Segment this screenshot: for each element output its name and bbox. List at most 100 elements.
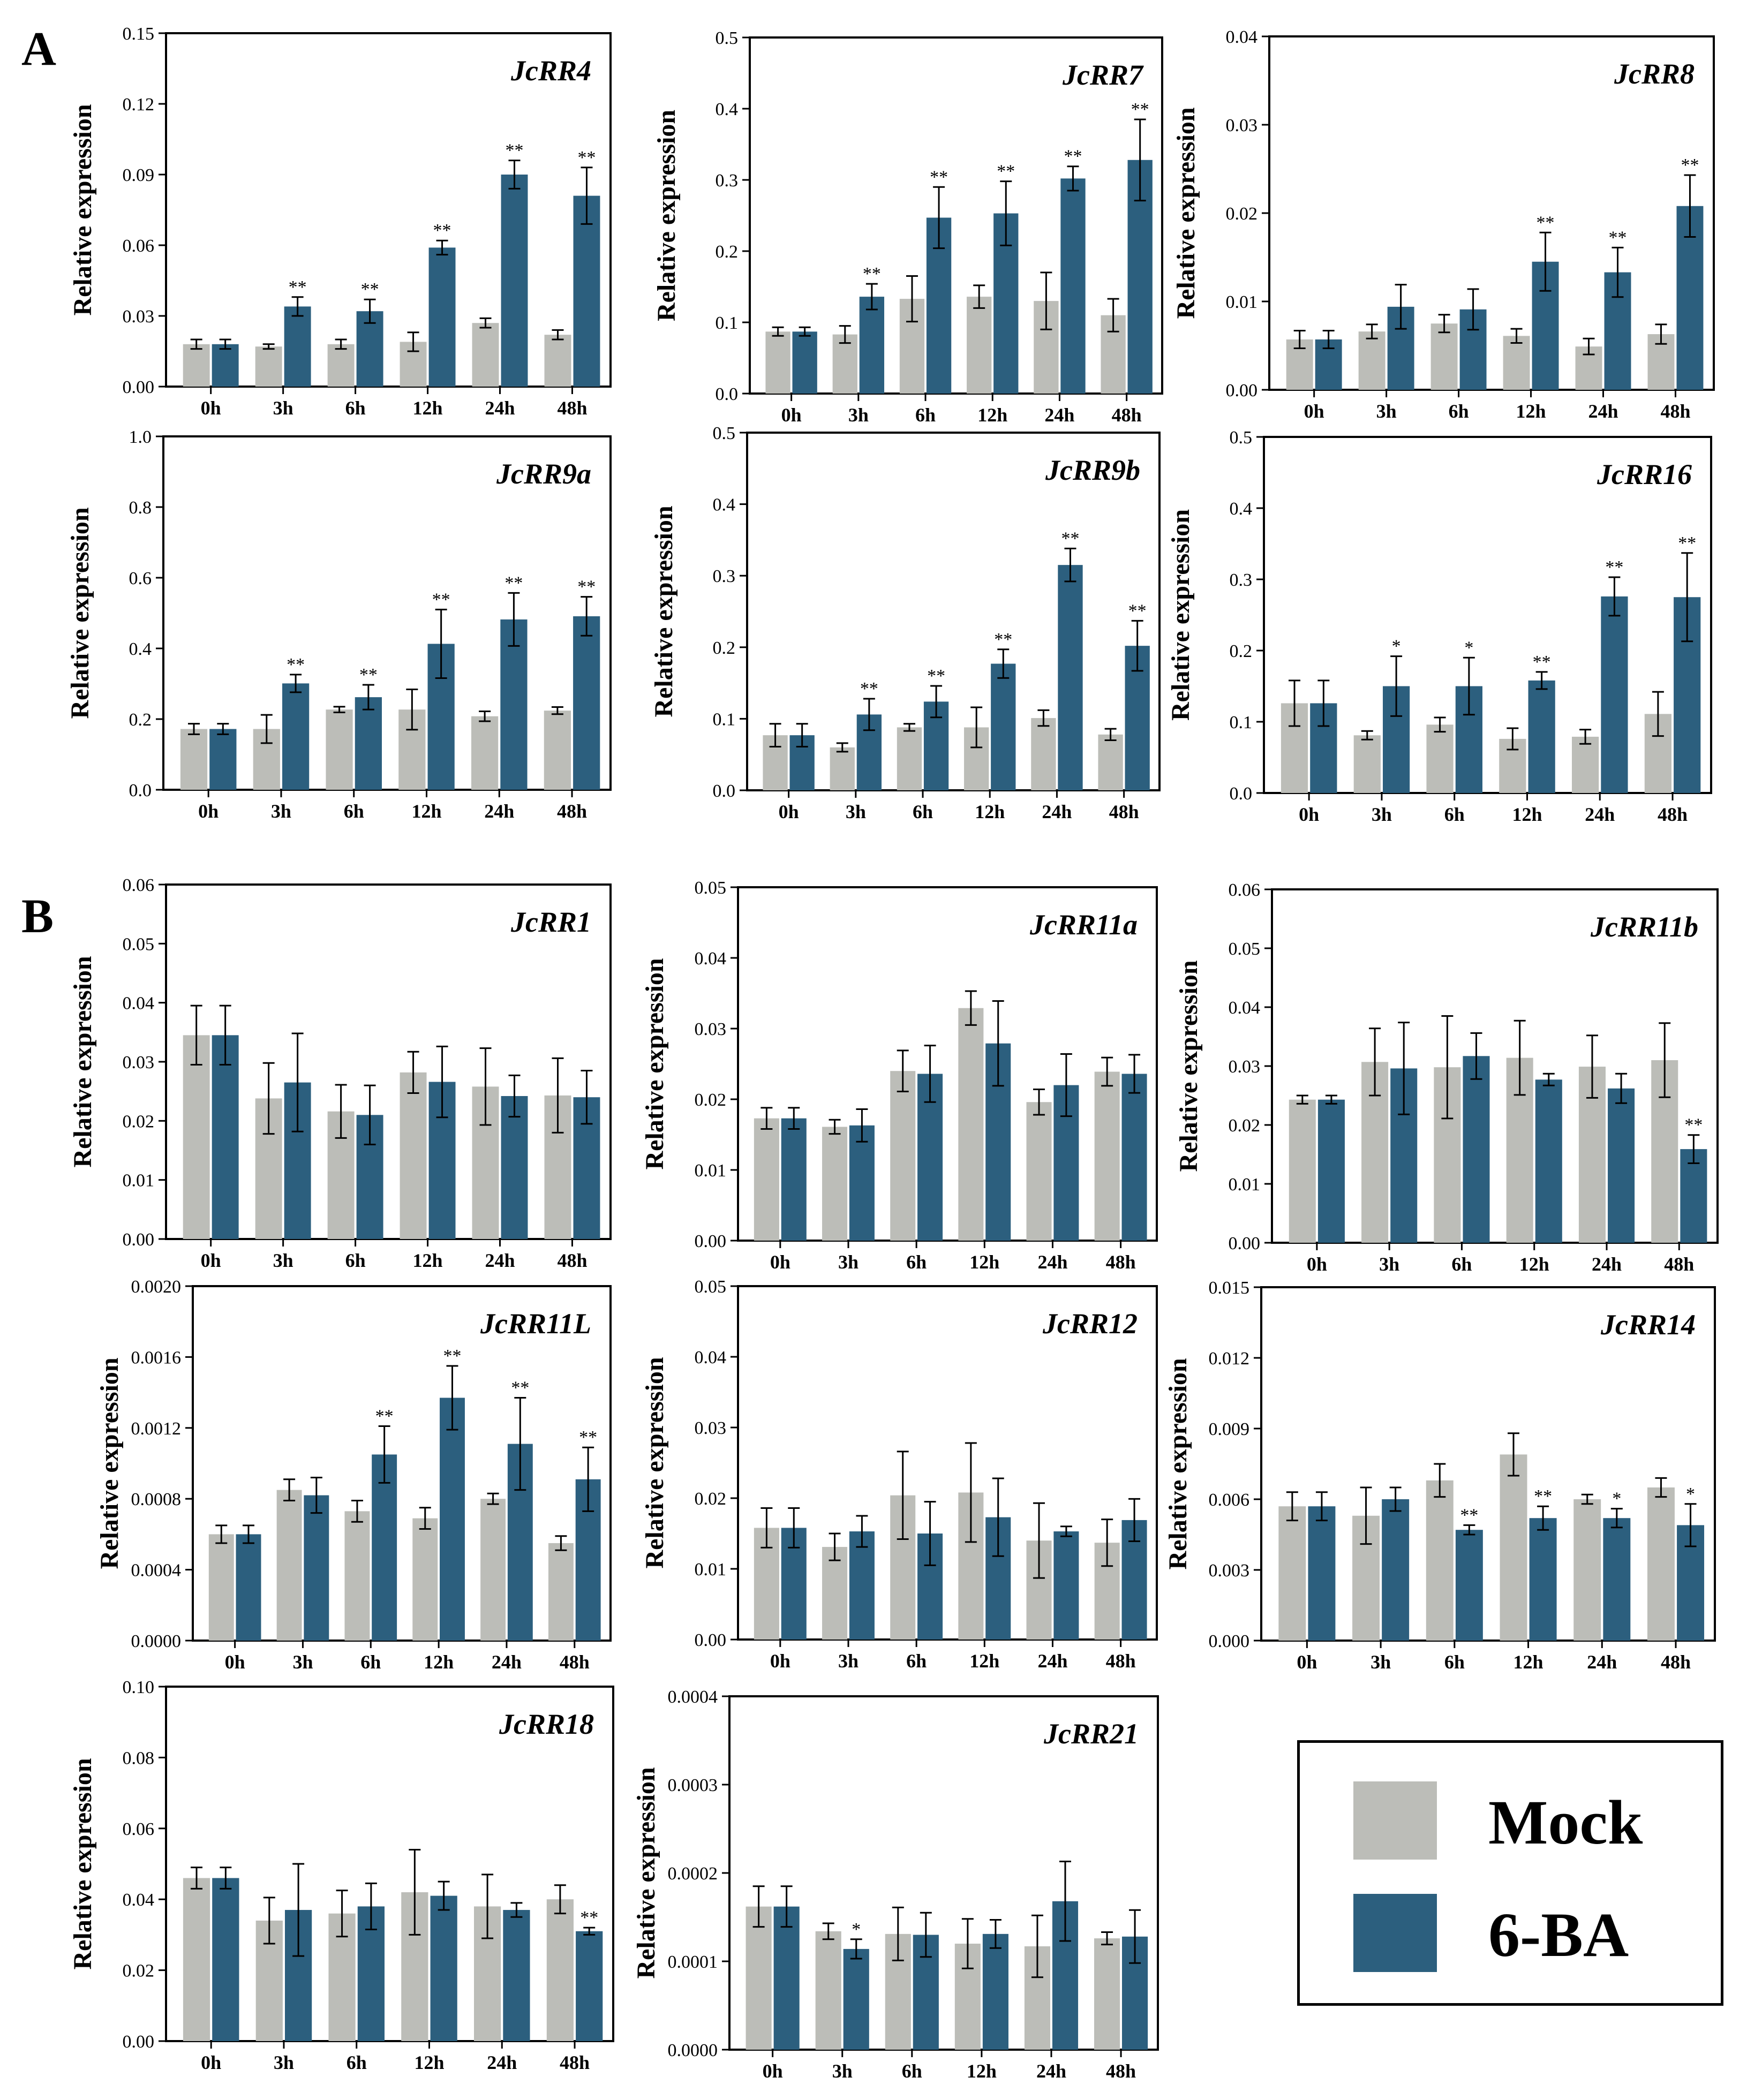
y-tick-label: 0.06: [123, 1819, 155, 1839]
x-tick-label: 24h: [485, 1250, 515, 1271]
y-tick-label: 0.10: [123, 1678, 155, 1697]
bar-6ba-12h: [982, 1933, 1008, 2050]
y-axis-label: Relative expression: [1164, 1358, 1192, 1569]
y-tick-label: 0.01: [1229, 1175, 1261, 1195]
significance-marker: **: [432, 590, 450, 609]
bar-6ba-6h: [372, 1454, 397, 1641]
bar-mock-48h: [544, 711, 571, 790]
x-tick-label: 12h: [424, 1651, 454, 1673]
y-tick-label: 0.006: [1209, 1490, 1250, 1510]
chart-title: JcRR11L: [480, 1308, 591, 1340]
chart-title: JcRR12: [1042, 1308, 1138, 1340]
legend: Mock 6-BA: [1297, 1740, 1723, 2006]
legend-label-treated: 6-BA: [1488, 1900, 1629, 1970]
x-tick-label: 48h: [1661, 1651, 1691, 1673]
bar-6ba-3h: [284, 306, 311, 387]
significance-marker: **: [579, 1427, 597, 1447]
bar-6ba-24h: [1058, 565, 1083, 790]
x-tick-label: 12h: [969, 1251, 999, 1273]
x-tick-label: 48h: [1664, 1253, 1694, 1275]
significance-marker: **: [860, 679, 878, 699]
y-tick-label: 0.3: [716, 171, 739, 191]
y-tick-label: 0.04: [1226, 27, 1258, 47]
bar-mock-0h: [1278, 1506, 1306, 1641]
bar-mock-3h: [276, 1490, 302, 1641]
y-tick-label: 0.0: [1230, 784, 1253, 804]
y-axis-label: Relative expression: [650, 505, 678, 717]
bar-6ba-0h: [212, 1878, 239, 2041]
bar-6ba-24h: [1608, 1088, 1635, 1243]
bar-6ba-24h: [1060, 178, 1086, 394]
significance-marker: **: [1609, 228, 1627, 247]
bar-mock-6h: [1426, 724, 1454, 793]
x-tick-label: 3h: [832, 2060, 853, 2082]
bar-6ba-12h: [1528, 680, 1555, 793]
significance-marker: **: [1128, 601, 1147, 621]
bar-mock-12h: [1500, 1454, 1527, 1641]
x-tick-label: 24h: [484, 800, 514, 822]
x-tick-label: 48h: [1106, 1650, 1136, 1672]
bar-mock-24h: [471, 716, 499, 790]
x-tick-label: 48h: [1109, 801, 1139, 822]
x-tick-label: 12h: [1516, 401, 1546, 422]
y-tick-label: 0.02: [123, 1961, 155, 1981]
y-axis-label: Relative expression: [652, 110, 681, 321]
chart-JcRR11a: 0.00 0.01 0.02 0.03 0.04 0.05 Relative express…: [641, 878, 1158, 1273]
y-tick-label: 0.04: [695, 949, 727, 969]
x-tick-label: 6h: [344, 800, 364, 822]
significance-marker: **: [443, 1346, 461, 1366]
x-tick-label: 48h: [1112, 404, 1142, 426]
chart-JcRR9a: 0.0 0.2 0.4 0.6 0.8 1.0 Relative expression JcR…: [66, 427, 612, 822]
significance-marker: **: [927, 666, 945, 686]
significance-marker: **: [997, 162, 1015, 182]
y-tick-label: 0.02: [1226, 204, 1258, 224]
bar-6ba-0h: [236, 1534, 261, 1641]
y-tick-label: 0.04: [123, 1890, 155, 1910]
bar-6ba-3h: [849, 1125, 875, 1241]
y-axis-label: Relative expression: [632, 1767, 660, 1978]
y-tick-label: 0.03: [695, 1418, 727, 1438]
bar-mock-24h: [1031, 718, 1056, 790]
significance-marker: **: [863, 264, 881, 284]
y-tick-label: 0.2: [716, 242, 739, 262]
bar-mock-0h: [746, 1906, 772, 2050]
bar-mock-0h: [183, 344, 210, 387]
plot-frame: [737, 1285, 1158, 1641]
bar-mock-6h: [897, 727, 922, 790]
bar-6ba-0h: [209, 729, 237, 790]
y-tick-label: 0.0000: [668, 2041, 718, 2060]
chart-title: JcRR4: [510, 55, 591, 87]
y-tick-label: 0.00: [123, 1230, 155, 1250]
bar-6ba-12h: [1535, 1079, 1562, 1243]
x-tick-label: 0h: [1297, 1651, 1317, 1673]
y-tick-label: 0.0003: [668, 1776, 718, 1795]
chart-title: JcRR8: [1614, 58, 1695, 90]
significance-marker: **: [287, 655, 305, 675]
significance-marker: **: [930, 167, 948, 187]
bar-mock-24h: [472, 323, 499, 387]
bar-mock-48h: [546, 1899, 574, 2041]
chart-JcRR9b: 0.0 0.1 0.2 0.3 0.4 0.5 Relative expression JcR…: [650, 424, 1161, 822]
y-tick-label: 0.2: [713, 638, 736, 658]
y-tick-label: 0.00: [123, 377, 155, 397]
y-tick-label: 0.09: [123, 165, 155, 185]
panel-label-a: A: [21, 22, 56, 75]
y-tick-label: 0.0012: [131, 1419, 182, 1439]
significance-marker: **: [361, 280, 379, 299]
x-tick-label: 0h: [770, 1251, 790, 1273]
x-tick-label: 6h: [360, 1651, 381, 1673]
x-tick-label: 0h: [763, 2060, 783, 2082]
bar-6ba-0h: [781, 1118, 807, 1241]
bar-mock-48h: [1647, 1487, 1675, 1641]
x-tick-label: 12h: [411, 800, 441, 822]
y-tick-label: 0.009: [1209, 1419, 1250, 1439]
significance-marker: **: [1684, 1115, 1703, 1135]
x-tick-label: 6h: [347, 2052, 367, 2073]
bar-mock-6h: [326, 709, 353, 790]
y-tick-label: 0.06: [123, 236, 155, 256]
bar-mock-24h: [1573, 1499, 1601, 1641]
bar-6ba-24h: [1603, 1518, 1631, 1641]
bar-6ba-24h: [503, 1910, 530, 2041]
bar-mock-12h: [967, 297, 992, 394]
significance-marker: **: [375, 1406, 394, 1426]
